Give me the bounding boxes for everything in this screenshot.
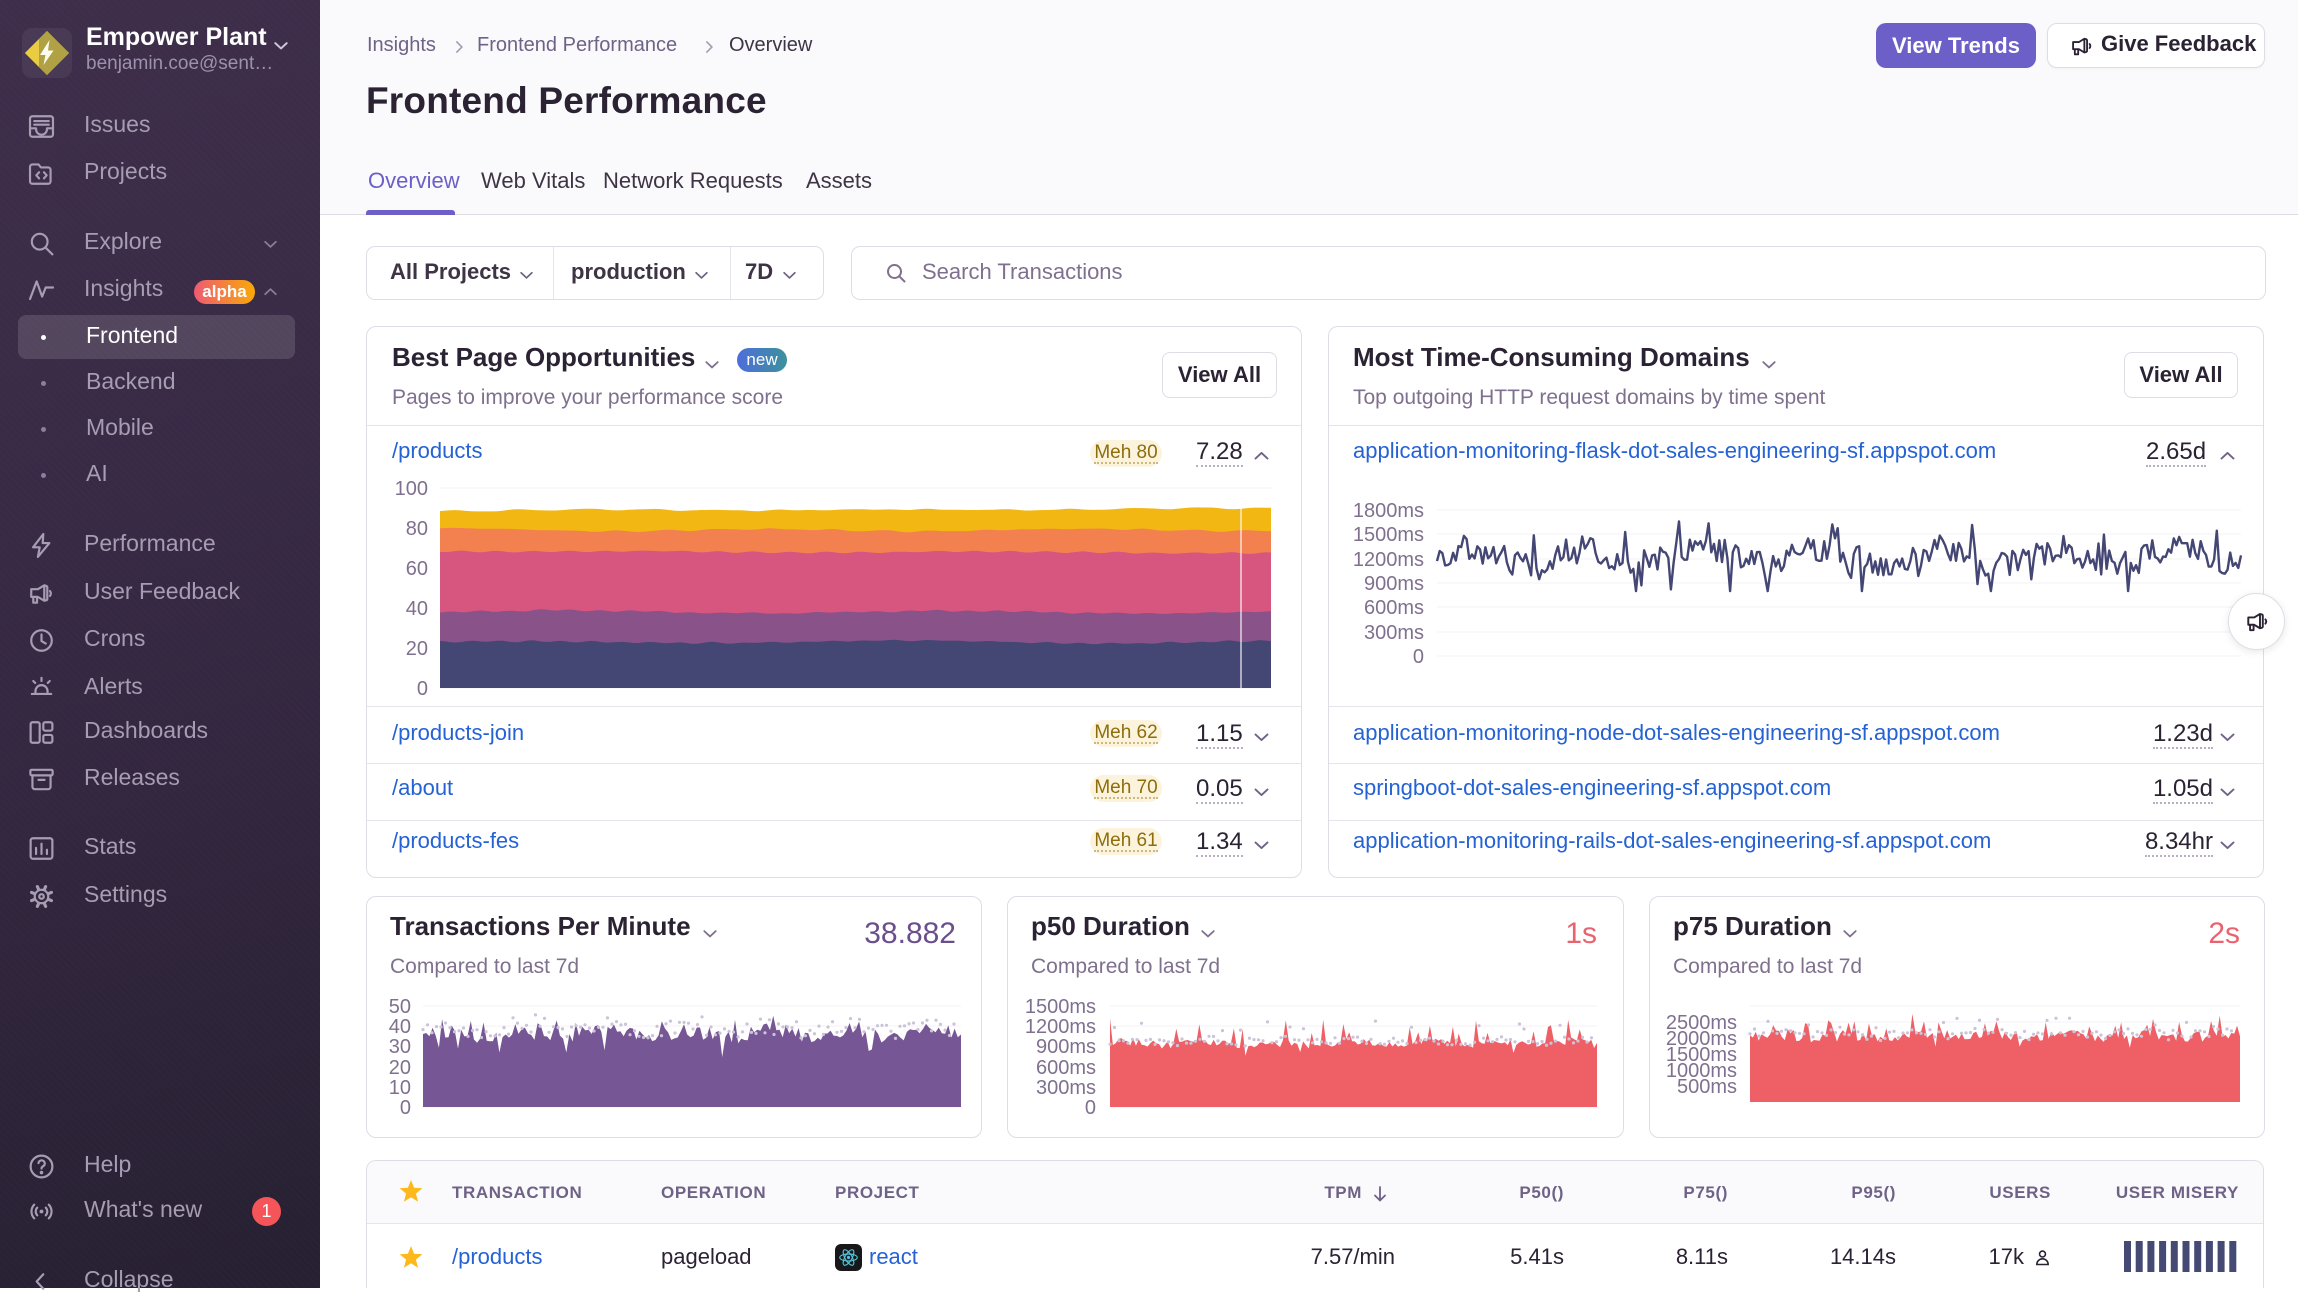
svg-text:0: 0 (417, 678, 428, 700)
svg-text:1500ms: 1500ms (1666, 1044, 1737, 1066)
svg-text:1500ms: 1500ms (1353, 524, 1424, 546)
svg-text:600ms: 600ms (1364, 597, 1424, 619)
svg-text:10: 10 (389, 1077, 411, 1099)
svg-text:40: 40 (389, 1016, 411, 1038)
svg-text:0: 0 (1413, 646, 1424, 668)
svg-text:1500ms: 1500ms (1025, 996, 1096, 1018)
svg-text:900ms: 900ms (1036, 1036, 1096, 1058)
svg-text:20: 20 (406, 638, 428, 660)
svg-text:0: 0 (1085, 1097, 1096, 1119)
svg-text:60: 60 (406, 558, 428, 580)
svg-text:40: 40 (406, 598, 428, 620)
svg-text:20: 20 (389, 1057, 411, 1079)
svg-text:1200ms: 1200ms (1025, 1016, 1096, 1038)
svg-text:300ms: 300ms (1036, 1077, 1096, 1099)
svg-text:0: 0 (400, 1097, 411, 1119)
svg-text:500ms: 500ms (1677, 1076, 1737, 1098)
svg-text:300ms: 300ms (1364, 622, 1424, 644)
svg-text:80: 80 (406, 518, 428, 540)
svg-text:50: 50 (389, 996, 411, 1018)
svg-text:2000ms: 2000ms (1666, 1028, 1737, 1050)
svg-text:1800ms: 1800ms (1353, 500, 1424, 522)
svg-text:100: 100 (395, 478, 428, 500)
svg-text:1200ms: 1200ms (1353, 549, 1424, 571)
svg-text:1000ms: 1000ms (1666, 1060, 1737, 1082)
svg-text:900ms: 900ms (1364, 573, 1424, 595)
svg-text:2500ms: 2500ms (1666, 1012, 1737, 1034)
svg-text:600ms: 600ms (1036, 1057, 1096, 1079)
svg-text:30: 30 (389, 1036, 411, 1058)
